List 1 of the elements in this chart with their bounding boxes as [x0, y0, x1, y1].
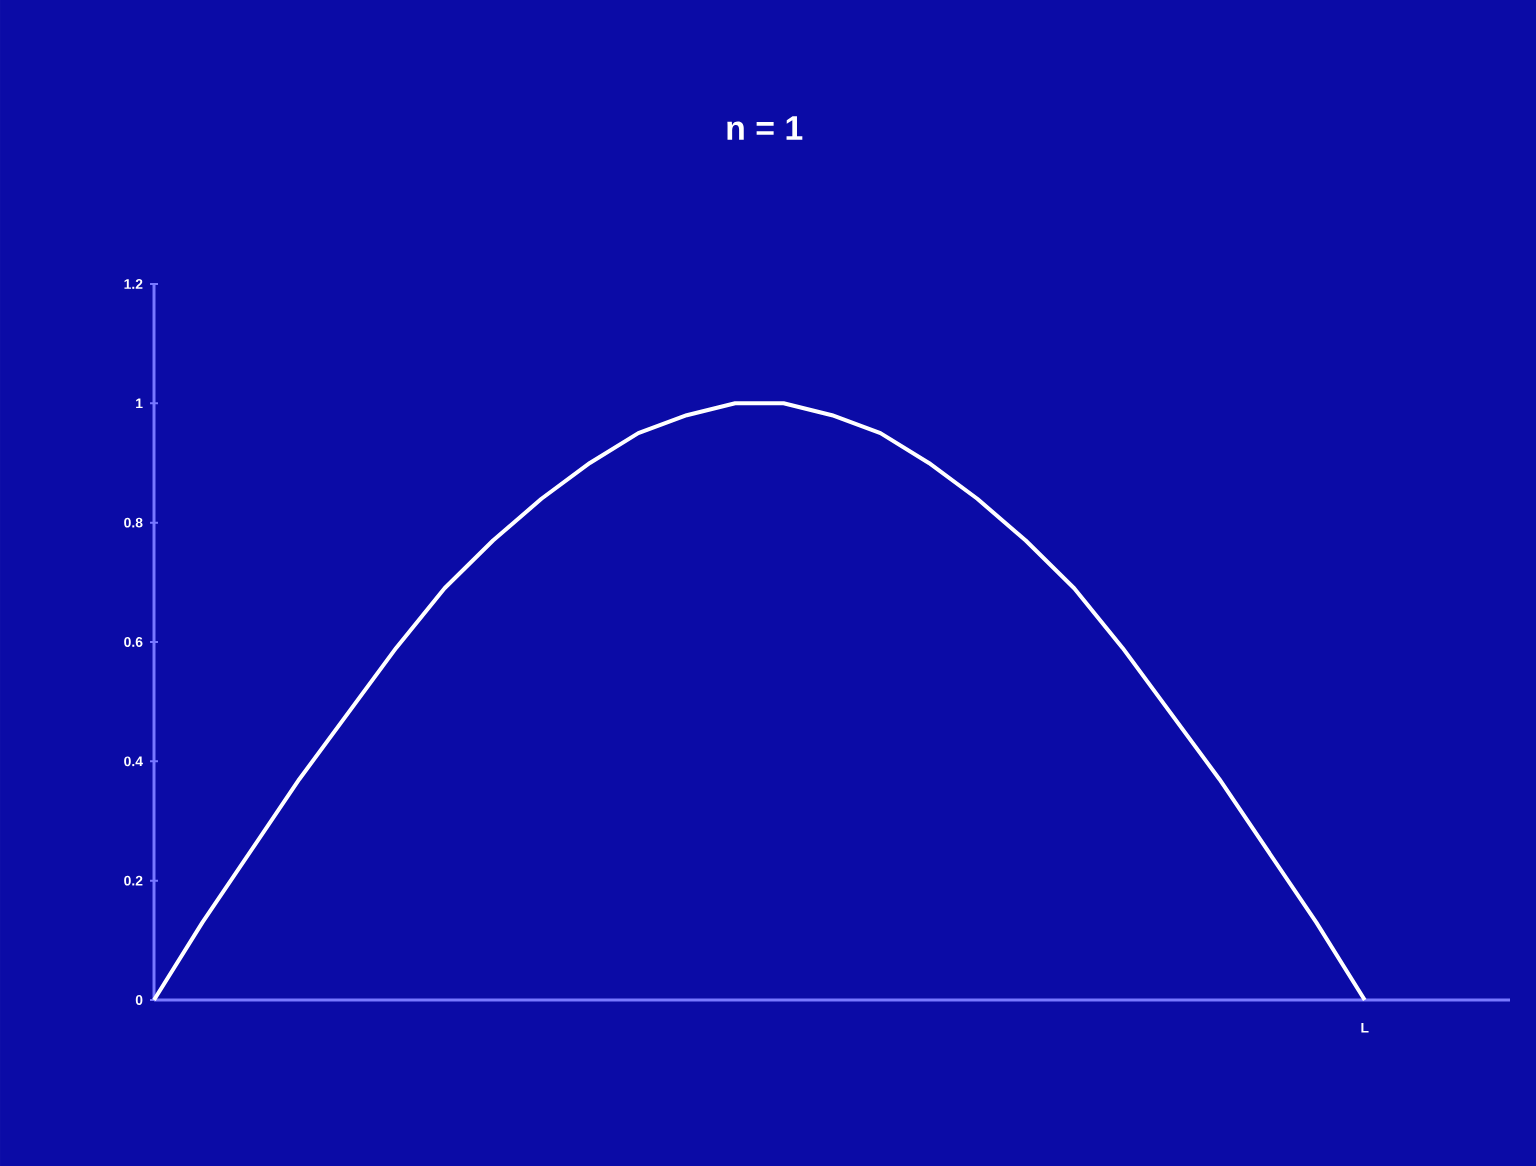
chart-title: n = 1 — [727, 116, 803, 140]
